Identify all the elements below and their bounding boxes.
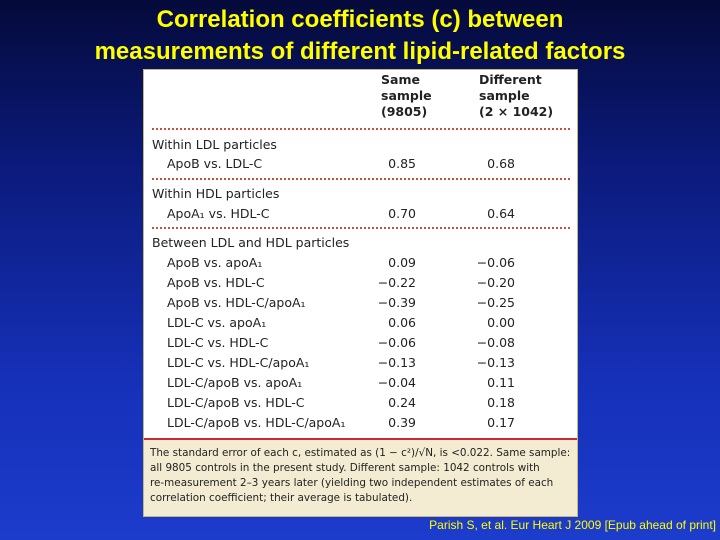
column-header-line: (2 × 1042) xyxy=(479,104,554,119)
different-sample-value: −0.20 xyxy=(476,275,515,290)
correlation-table: Same sample (9805) Different sample (2 ×… xyxy=(148,70,575,438)
row-label: LDL-C/apoB vs. HDL-C/apoA₁ xyxy=(167,415,346,430)
column-header-line: sample xyxy=(381,88,432,103)
table-row: ApoB vs. apoA₁ 0.09 −0.06 xyxy=(148,255,575,275)
same-sample-value: 0.09 xyxy=(388,255,416,270)
table-panel: Same sample (9805) Different sample (2 ×… xyxy=(143,69,578,517)
different-sample-value: −0.08 xyxy=(476,335,515,350)
footnote-line: all 9805 controls in the present study. … xyxy=(150,462,540,474)
same-sample-value: 0.24 xyxy=(388,395,416,410)
row-label: LDL-C vs. apoA₁ xyxy=(167,315,267,330)
slide-title-line-2: measurements of different lipid-related … xyxy=(94,38,626,65)
table-row: LDL-C vs. HDL-C/apoA₁ −0.13 −0.13 xyxy=(148,355,575,375)
table-row: ApoA₁ vs. HDL-C 0.70 0.64 xyxy=(148,206,575,226)
table-row: LDL-C/apoB vs. apoA₁ −0.04 0.11 xyxy=(148,375,575,395)
same-sample-value: 0.06 xyxy=(388,315,416,330)
footnote-line: The standard error of each c, estimated … xyxy=(150,447,571,459)
different-sample-value: 0.64 xyxy=(487,206,515,221)
different-sample-value: 0.00 xyxy=(487,315,515,330)
different-sample-value: 0.17 xyxy=(487,415,515,430)
slide-title-line-1: Correlation coefficients (c) between xyxy=(156,6,564,33)
section-heading-hdl: Within HDL particles xyxy=(152,186,280,201)
row-label: ApoB vs. HDL-C/apoA₁ xyxy=(167,295,306,310)
slide-title: Correlation coefficients (c) between mea… xyxy=(0,4,720,68)
same-sample-value: −0.13 xyxy=(377,355,416,370)
same-sample-value: 0.85 xyxy=(388,156,416,171)
column-header-line: sample xyxy=(479,88,530,103)
table-row: LDL-C/apoB vs. HDL-C 0.24 0.18 xyxy=(148,395,575,415)
same-sample-value: −0.06 xyxy=(377,335,416,350)
table-footnote: The standard error of each c, estimated … xyxy=(144,438,577,516)
different-sample-value: −0.25 xyxy=(476,295,515,310)
table-row: ApoB vs. HDL-C/apoA₁ −0.39 −0.25 xyxy=(148,295,575,315)
row-label: ApoB vs. LDL-C xyxy=(167,156,263,171)
row-label: LDL-C vs. HDL-C xyxy=(167,335,269,350)
table-row: LDL-C vs. apoA₁ 0.06 0.00 xyxy=(148,315,575,335)
same-sample-value: 0.39 xyxy=(388,415,416,430)
dotted-divider xyxy=(152,227,570,229)
table-row: ApoB vs. LDL-C 0.85 0.68 xyxy=(148,156,575,176)
column-header-same-sample: Same sample (9805) xyxy=(381,72,432,120)
same-sample-value: 0.70 xyxy=(388,206,416,221)
row-label: ApoB vs. apoA₁ xyxy=(167,255,263,270)
dotted-divider xyxy=(152,178,570,180)
footnote-line: correlation coefficient; their average i… xyxy=(150,492,413,504)
table-row: ApoB vs. HDL-C −0.22 −0.20 xyxy=(148,275,575,295)
section-heading-ldl: Within LDL particles xyxy=(152,137,277,152)
different-sample-value: 0.11 xyxy=(487,375,515,390)
row-label: ApoA₁ vs. HDL-C xyxy=(167,206,270,221)
column-header-line: (9805) xyxy=(381,104,428,119)
row-label: LDL-C/apoB vs. apoA₁ xyxy=(167,375,303,390)
section-heading-between: Between LDL and HDL particles xyxy=(152,235,350,250)
different-sample-value: 0.68 xyxy=(487,156,515,171)
same-sample-value: −0.22 xyxy=(377,275,416,290)
different-sample-value: −0.06 xyxy=(476,255,515,270)
table-row: LDL-C vs. HDL-C −0.06 −0.08 xyxy=(148,335,575,355)
dotted-divider xyxy=(152,128,570,130)
same-sample-value: −0.04 xyxy=(377,375,416,390)
row-label: ApoB vs. HDL-C xyxy=(167,275,265,290)
row-label: LDL-C/apoB vs. HDL-C xyxy=(167,395,305,410)
same-sample-value: −0.39 xyxy=(377,295,416,310)
column-header-line: Same xyxy=(381,72,420,87)
row-label: LDL-C vs. HDL-C/apoA₁ xyxy=(167,355,310,370)
different-sample-value: −0.13 xyxy=(476,355,515,370)
footnote-line: re-measurement 2–3 years later (yielding… xyxy=(150,477,554,489)
column-header-line: Different xyxy=(479,72,542,87)
citation: Parish S, et al. Eur Heart J 2009 [Epub … xyxy=(429,518,716,532)
table-row: LDL-C/apoB vs. HDL-C/apoA₁ 0.39 0.17 xyxy=(148,415,575,435)
different-sample-value: 0.18 xyxy=(487,395,515,410)
column-header-different-sample: Different sample (2 × 1042) xyxy=(479,72,553,120)
